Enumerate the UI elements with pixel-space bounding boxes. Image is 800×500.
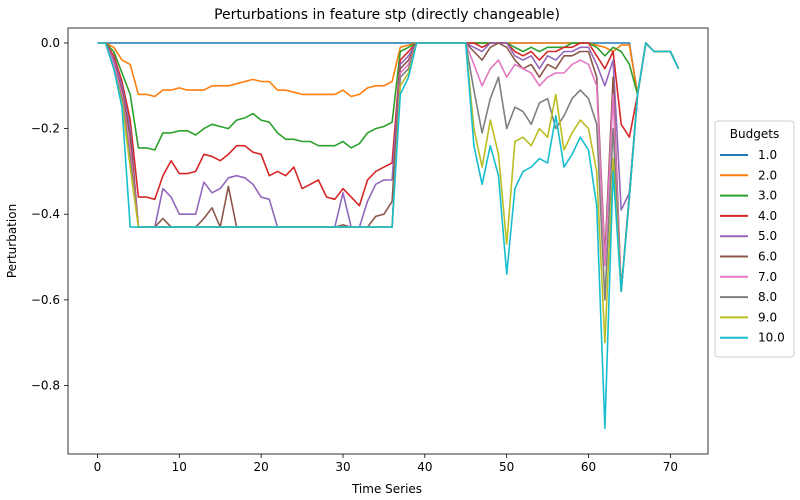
y-tick-label: −0.6 (31, 293, 60, 307)
series-layer (97, 42, 680, 430)
y-axis-label: Perturbation (5, 204, 19, 278)
legend-title: Budgets (730, 127, 779, 141)
legend-label-7.0: 7.0 (758, 270, 777, 284)
legend-items: 1.0 2.0 3.0 4.0 5.0 6.0 7.0 8.0 9.0 10.0 (720, 148, 785, 345)
series-line-3.0 (97, 42, 680, 151)
legend-box (714, 120, 795, 358)
y-tick-label: −0.4 (31, 207, 60, 221)
x-axis: 0 10 20 30 40 50 60 70 (94, 454, 678, 474)
x-tick-label: 70 (663, 460, 678, 474)
legend: Budgets 1.0 2.0 3.0 4.0 5.0 6.0 7.0 8.0 9.0 10.0 (714, 120, 795, 358)
series-line-10.0 (97, 42, 680, 430)
legend-label-3.0: 3.0 (758, 189, 777, 203)
x-tick-label: 30 (335, 460, 350, 474)
x-tick-label: 40 (417, 460, 432, 474)
x-tick-label: 20 (254, 460, 269, 474)
x-tick-label: 60 (581, 460, 596, 474)
legend-label-1.0: 1.0 (758, 148, 777, 162)
series-line-2.0 (97, 42, 680, 98)
y-tick-label: −0.2 (31, 122, 60, 136)
y-tick-label: −0.8 (31, 378, 60, 392)
y-tick-label: 0.0 (41, 36, 60, 50)
legend-label-2.0: 2.0 (758, 168, 777, 182)
x-tick-label: 10 (172, 460, 187, 474)
series-line-4.0 (97, 42, 680, 207)
legend-label-4.0: 4.0 (758, 209, 777, 223)
x-tick-label: 0 (94, 460, 102, 474)
legend-label-6.0: 6.0 (758, 250, 777, 264)
legend-label-10.0: 10.0 (758, 331, 785, 345)
x-axis-label: Time Series (351, 482, 422, 496)
legend-label-8.0: 8.0 (758, 290, 777, 304)
x-tick-label: 50 (499, 460, 514, 474)
legend-label-5.0: 5.0 (758, 229, 777, 243)
chart-title: Perturbations in feature stp (directly c… (214, 7, 560, 23)
legend-label-9.0: 9.0 (758, 310, 777, 324)
series-line-5.0 (97, 42, 680, 228)
y-axis: 0.0 −0.2 −0.4 −0.6 −0.8 (31, 36, 68, 392)
plot-frame (67, 27, 709, 455)
plot-area (67, 27, 709, 455)
